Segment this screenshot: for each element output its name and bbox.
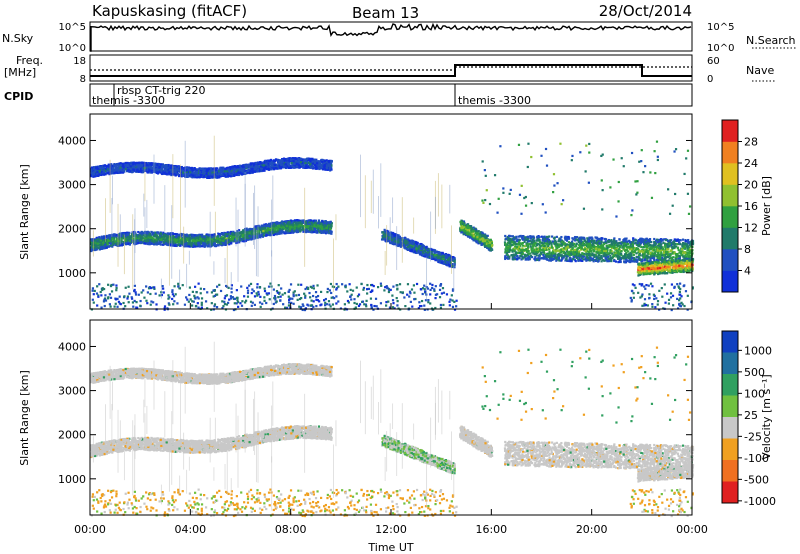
- power-colorbar-tick: 8: [744, 243, 751, 256]
- y-tick-label: 3000: [58, 385, 86, 398]
- power-colorbar-tick: 12: [744, 222, 758, 235]
- velocity-colorbar-tick: 1000: [744, 344, 772, 357]
- colorbar-swatch: [722, 481, 738, 504]
- nave-label: Nave: [746, 64, 774, 77]
- freq-label-line1: Freq.: [16, 54, 43, 67]
- freq-tick-top: 18: [73, 56, 86, 67]
- power-colorbar-tick: 24: [744, 157, 758, 170]
- x-tick-label: 00:00: [676, 523, 708, 536]
- colorbar-swatch: [722, 438, 738, 461]
- nsky-trace: [90, 22, 692, 52]
- velocity-colorbar-tick: -1000: [744, 495, 776, 508]
- nave-tick-bottom: 0: [707, 74, 713, 85]
- power-colorbar-tick: 4: [744, 265, 751, 278]
- power-y-axis: 1000 2000 3000 4000: [58, 134, 692, 280]
- velocity-colorbar-tick: 500: [744, 366, 765, 379]
- cpid-label: CPID: [4, 90, 33, 103]
- y-tick-label: 4000: [58, 340, 86, 353]
- velocity-colorbar-tick: 100: [744, 387, 765, 400]
- power-heatmap: [90, 135, 695, 312]
- cpid-strip: CPID themis -3300 rbsp CT-trig 220 themi…: [4, 83, 693, 107]
- power-colorbar-label: Power [dB]: [760, 176, 773, 236]
- velocity-colorbar: 1000 500 100 25 -25 -100 -500 -1000 Velocity [m…: [721, 330, 776, 508]
- x-tick-label: 16:00: [475, 523, 507, 536]
- colorbar-swatch: [722, 184, 738, 207]
- power-colorbar: 4 8 12 16 20 24 28 Power [dB]: [721, 119, 773, 293]
- freq-strip: Freq. [MHz] 18 8 60 0 Nave: [4, 54, 776, 85]
- x-tick-label: 12:00: [375, 523, 407, 536]
- power-panel: 1000 2000 3000 4000 Slant Range [km]: [18, 113, 695, 312]
- y-tick-label: 1000: [58, 473, 86, 486]
- x-tick-label: 20:00: [576, 523, 608, 536]
- power-ylabel: Slant Range [km]: [18, 164, 31, 260]
- colorbar-swatch: [722, 352, 738, 375]
- date-title: 28/Oct/2014: [599, 2, 692, 20]
- colorbar-swatch: [722, 249, 738, 271]
- cpid-segment-2: rbsp CT-trig 220: [117, 84, 205, 97]
- colorbar-swatch: [722, 163, 738, 185]
- velocity-colorbar-tick: -500: [744, 473, 769, 486]
- colorbar-swatch: [722, 460, 738, 482]
- time-x-axis: 00:00 04:00 08:00 12:00 16:00 20:00 00:00: [74, 303, 708, 536]
- nsearch-label: N.Search: [746, 34, 796, 47]
- colorbar-swatch: [722, 141, 738, 164]
- x-tick-label: 00:00: [74, 523, 106, 536]
- y-tick-label: 2000: [58, 223, 86, 236]
- y-tick-label: 3000: [58, 179, 86, 192]
- colorbar-swatch: [722, 120, 738, 142]
- nave-trace: [90, 66, 692, 71]
- site-title: Kapuskasing (fitACF): [92, 2, 247, 20]
- velocity-ylabel: Slant Range [km]: [18, 370, 31, 466]
- colorbar-swatch: [722, 417, 738, 439]
- power-colorbar-tick: 28: [744, 136, 758, 149]
- colorbar-swatch: [722, 227, 738, 250]
- nsky-strip: N.Sky 10^5 10^0 10^5 10^0 N.Search: [2, 21, 796, 54]
- nave-tick-top: 60: [707, 56, 720, 67]
- freq-trace: [90, 64, 692, 77]
- y-tick-label: 4000: [58, 134, 86, 147]
- nsky-tick-top: 10^5: [59, 22, 86, 33]
- power-colorbar-tick: 16: [744, 200, 758, 213]
- y-tick-label: 2000: [58, 429, 86, 442]
- colorbar-swatch: [722, 206, 738, 228]
- velocity-colorbar-tick: -100: [744, 452, 769, 465]
- velocity-heatmap: [90, 341, 695, 518]
- colorbar-swatch: [722, 374, 738, 396]
- colorbar-swatch: [722, 395, 738, 418]
- freq-tick-bottom: 8: [80, 74, 86, 85]
- velocity-y-axis: 1000 2000 3000 4000: [58, 340, 692, 486]
- nsearch-tick-bottom: 10^0: [707, 43, 734, 54]
- colorbar-swatch: [722, 331, 738, 353]
- nsky-tick-bottom: 10^0: [59, 43, 86, 54]
- cpid-segment-3: themis -3300: [458, 94, 531, 107]
- nsky-label: N.Sky: [2, 32, 34, 45]
- cpid-segment-1: themis -3300: [92, 94, 165, 107]
- y-tick-label: 1000: [58, 267, 86, 280]
- x-tick-label: 08:00: [275, 523, 307, 536]
- freq-label-line2: [MHz]: [4, 66, 36, 79]
- x-tick-label: 04:00: [174, 523, 206, 536]
- velocity-colorbar-label: Velocity [m s⁻¹]: [760, 374, 773, 459]
- colorbar-swatch: [722, 270, 738, 293]
- velocity-colorbar-tick: 25: [744, 409, 758, 422]
- beam-title: Beam 13: [352, 4, 419, 22]
- velocity-colorbar-tick: -25: [744, 430, 762, 443]
- nsearch-tick-top: 10^5: [707, 22, 734, 33]
- x-axis-label: Time UT: [367, 541, 413, 554]
- power-colorbar-tick: 20: [744, 179, 758, 192]
